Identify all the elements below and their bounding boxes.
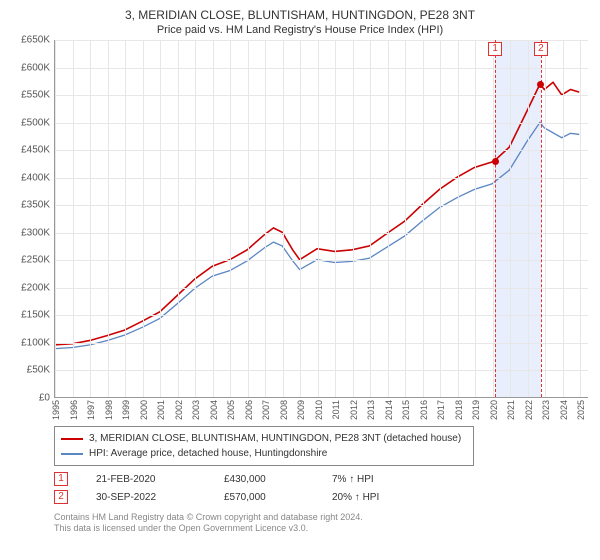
marker-label-box: 1 — [488, 42, 502, 56]
x-tick-label: 1998 — [104, 400, 114, 420]
y-tick-label: £100K — [21, 337, 50, 348]
x-tick-label: 2023 — [541, 400, 551, 420]
x-tick-label: 2016 — [419, 400, 429, 420]
legend-row: 3, MERIDIAN CLOSE, BLUNTISHAM, HUNTINGDO… — [61, 431, 467, 446]
event-row: 2 30-SEP-2022 £570,000 20% ↑ HPI — [54, 488, 590, 506]
y-tick-label: £650K — [21, 35, 50, 46]
x-tick-label: 2006 — [244, 400, 254, 420]
event-index-box: 1 — [54, 472, 68, 486]
chart-subtitle: Price paid vs. HM Land Registry's House … — [10, 24, 590, 36]
event-row: 1 21-FEB-2020 £430,000 7% ↑ HPI — [54, 470, 590, 488]
x-tick-label: 2011 — [331, 400, 341, 419]
y-tick-label: £400K — [21, 172, 50, 183]
event-index-box: 2 — [54, 490, 68, 504]
y-tick-label: £150K — [21, 310, 50, 321]
y-tick-label: £550K — [21, 90, 50, 101]
x-tick-label: 2020 — [489, 400, 499, 420]
y-tick-label: £500K — [21, 117, 50, 128]
x-axis: 1995 1996 1997 1998 1999 2000 2001 2002 2003 2004… — [54, 398, 588, 420]
footer-line-2: This data is licensed under the Open Gov… — [54, 523, 590, 534]
x-tick-label: 2014 — [384, 400, 394, 420]
y-axis: £0£50K£100K£150K£200K£250K£300K£350K£400… — [10, 40, 54, 398]
chart-container: 3, MERIDIAN CLOSE, BLUNTISHAM, HUNTINGDO… — [0, 0, 600, 560]
x-tick-label: 1995 — [51, 400, 61, 420]
legend: 3, MERIDIAN CLOSE, BLUNTISHAM, HUNTINGDO… — [54, 426, 474, 466]
x-tick-label: 2009 — [296, 400, 306, 420]
event-price: £430,000 — [224, 474, 304, 485]
x-tick-label: 2018 — [454, 400, 464, 420]
legend-label: HPI: Average price, detached house, Hunt… — [89, 448, 327, 459]
legend-swatch — [61, 453, 83, 455]
event-table: 1 21-FEB-2020 £430,000 7% ↑ HPI 2 30-SEP-2022… — [54, 470, 590, 506]
x-tick-label: 2024 — [559, 400, 569, 420]
footer: Contains HM Land Registry data © Crown c… — [54, 512, 590, 535]
arrow-up-icon: ↑ — [346, 474, 357, 485]
x-tick-label: 1999 — [121, 400, 131, 420]
y-tick-label: £250K — [21, 255, 50, 266]
event-date: 21-FEB-2020 — [96, 474, 196, 485]
x-tick-label: 1996 — [69, 400, 79, 420]
y-tick-label: £350K — [21, 200, 50, 211]
y-tick-label: £200K — [21, 282, 50, 293]
y-tick-label: £600K — [21, 62, 50, 73]
plot-area: 12 — [54, 40, 588, 398]
x-tick-label: 2022 — [524, 400, 534, 420]
chart-area: £0 £50K £100K £150K £200K £250K £300K £350K £400… — [10, 40, 590, 420]
y-tick-label: £50K — [27, 365, 50, 376]
event-date: 30-SEP-2022 — [96, 492, 196, 503]
arrow-up-icon: ↑ — [352, 492, 363, 503]
x-tick-label: 2021 — [506, 400, 516, 420]
x-tick-label: 2007 — [261, 400, 271, 420]
y-tick-label: £0 — [39, 393, 50, 404]
event-delta: 20% ↑ HPI — [332, 492, 412, 503]
event-price: £570,000 — [224, 492, 304, 503]
x-tick-label: 2010 — [314, 400, 324, 420]
x-tick-label: 2005 — [226, 400, 236, 420]
y-tick-label: £300K — [21, 227, 50, 238]
legend-label: 3, MERIDIAN CLOSE, BLUNTISHAM, HUNTINGDO… — [89, 433, 461, 444]
x-tick-label: 1997 — [86, 400, 96, 420]
x-tick-label: 2019 — [471, 400, 481, 420]
x-tick-label: 2003 — [191, 400, 201, 420]
x-tick-label: 2001 — [156, 400, 166, 420]
footer-line-1: Contains HM Land Registry data © Crown c… — [54, 512, 590, 523]
y-tick-label: £450K — [21, 145, 50, 156]
legend-swatch — [61, 438, 83, 440]
x-tick-label: 2000 — [139, 400, 149, 420]
x-tick-label: 2012 — [349, 400, 359, 420]
marker-dot — [537, 81, 544, 88]
x-tick-label: 2013 — [366, 400, 376, 420]
chart-title: 3, MERIDIAN CLOSE, BLUNTISHAM, HUNTINGDO… — [10, 8, 590, 22]
x-tick-label: 2008 — [279, 400, 289, 420]
x-tick-label: 2017 — [436, 400, 446, 420]
x-tick-label: 2004 — [209, 400, 219, 420]
legend-row: HPI: Average price, detached house, Hunt… — [61, 446, 467, 461]
x-tick-label: 2002 — [174, 400, 184, 420]
x-tick-label: 2025 — [576, 400, 586, 420]
event-delta: 7% ↑ HPI — [332, 474, 412, 485]
x-tick-label: 2015 — [401, 400, 411, 420]
